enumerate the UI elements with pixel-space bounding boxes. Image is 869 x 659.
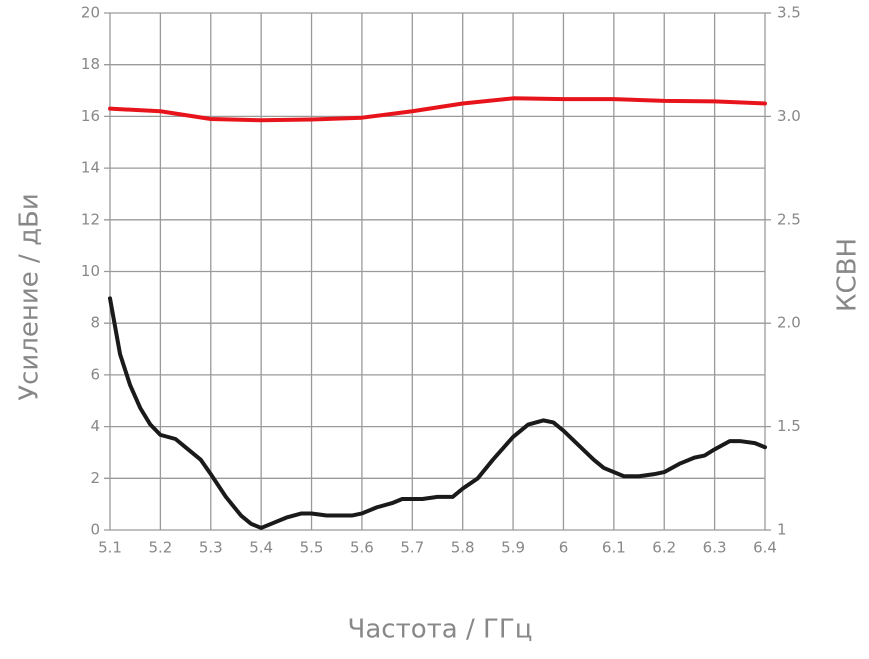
x-tick-label: 6.4: [753, 539, 777, 557]
y-tick-label: 10: [81, 262, 100, 280]
x-tick-label: 6: [559, 539, 569, 557]
x-tick-label: 5.4: [249, 539, 273, 557]
y2-tick-label: 1.5: [777, 417, 801, 435]
y-tick-label: 4: [90, 417, 100, 435]
x-tick-label: 5.1: [98, 539, 122, 557]
x-tick-label: 5.8: [451, 539, 475, 557]
y-tick-label: 12: [81, 210, 100, 228]
x-tick-label: 5.3: [199, 539, 223, 557]
x-axis-label: Частота / ГГц: [348, 615, 533, 645]
y-tick-label: 6: [90, 365, 100, 383]
series-line: [108, 296, 767, 530]
x-tick-label: 5.2: [148, 539, 172, 557]
y2-tick-label: 3.0: [777, 107, 801, 125]
y-tick-label: 16: [81, 107, 100, 125]
y-tick-label: 14: [81, 159, 100, 177]
y2-tick-label: 2.0: [777, 314, 801, 332]
x-tick-label: 6.3: [703, 539, 727, 557]
y-tick-label: 8: [90, 314, 100, 332]
y2-tick-label: 2.5: [777, 210, 801, 228]
x-tick-label: 5.6: [350, 539, 374, 557]
x-tick-label: 6.1: [602, 539, 626, 557]
y-axis-label: Усиление / дБи: [15, 193, 45, 401]
y2-tick-label: 3.5: [777, 4, 801, 22]
x-tick-label: 5.7: [400, 539, 424, 557]
y-tick-label: 2: [90, 469, 100, 487]
y2-tick-label: 1: [777, 521, 787, 539]
x-tick-label: 5.9: [501, 539, 525, 557]
y-tick-label: 18: [81, 55, 100, 73]
y-tick-label: 20: [81, 4, 100, 22]
x-tick-label: 5.5: [300, 539, 324, 557]
y-tick-label: 0: [90, 521, 100, 539]
series-line: [108, 96, 767, 123]
y2-axis-label: КСВН: [833, 238, 863, 312]
x-tick-label: 6.2: [652, 539, 676, 557]
